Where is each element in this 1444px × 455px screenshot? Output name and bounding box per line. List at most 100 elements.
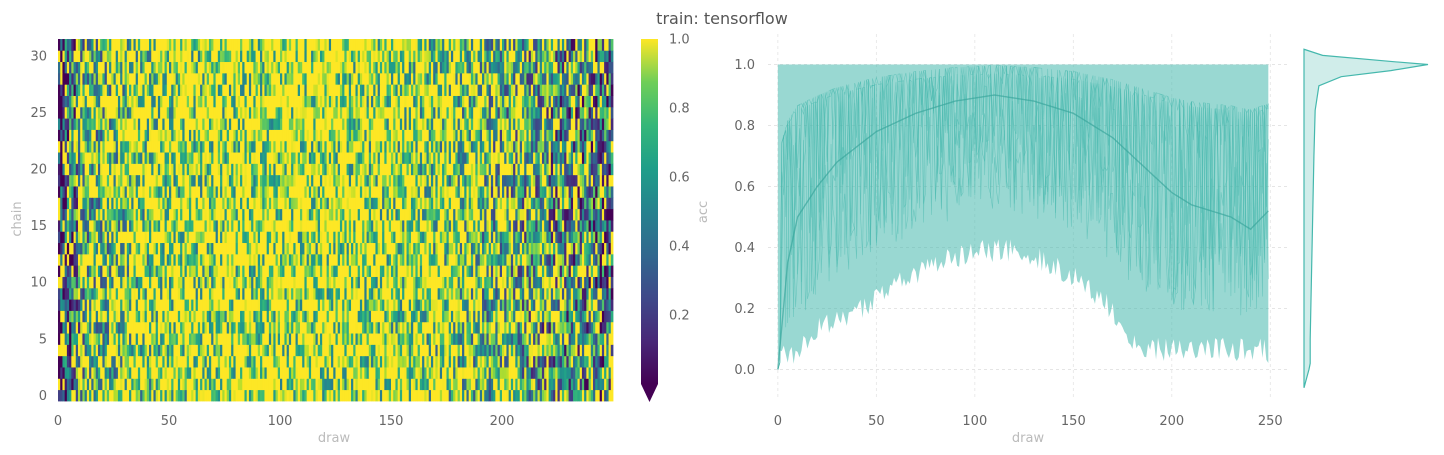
heatmap-cell: [442, 344, 445, 357]
heatmap-cell: [242, 231, 245, 244]
heatmap-cell: [317, 299, 321, 311]
heatmap-cell: [142, 299, 145, 311]
heatmap-cell: [228, 208, 232, 221]
heatmap-cell: [215, 208, 219, 221]
heatmap-cell: [495, 389, 498, 402]
heatmap-cell: [364, 231, 367, 244]
heatmap-cell: [428, 220, 432, 232]
heatmap-cell: [73, 242, 77, 255]
heatmap-cell: [235, 220, 239, 232]
heatmap-cell: [260, 197, 263, 210]
heatmap-cell: [248, 174, 252, 187]
heatmap-cell: [399, 367, 403, 379]
heatmap-cell: [115, 265, 119, 277]
heatmap-cell: [206, 367, 210, 379]
heatmap-cell: [346, 344, 350, 357]
heatmap-cell: [497, 186, 501, 198]
heatmap-cell: [351, 253, 354, 266]
heatmap-cell: [530, 321, 534, 334]
heatmap-cell: [406, 220, 410, 232]
heatmap-cell: [173, 253, 177, 266]
heatmap-cell: [444, 220, 447, 232]
heatmap-cell: [126, 242, 130, 255]
heatmap-cell: [171, 265, 174, 277]
heatmap-cell: [446, 310, 450, 323]
heatmap-cell: [539, 231, 543, 244]
heatmap-cell: [453, 265, 456, 277]
heatmap-cell: [317, 333, 321, 345]
heatmap-cell: [570, 344, 574, 357]
heatmap-cell: [566, 197, 569, 210]
heatmap-cell: [362, 242, 365, 255]
heatmap-cell: [331, 287, 334, 300]
heatmap-cell: [149, 265, 152, 277]
heatmap-cell: [111, 333, 114, 345]
heatmap-cell: [319, 242, 323, 255]
heatmap-cell: [277, 310, 281, 323]
heatmap-cell: [75, 186, 79, 198]
heatmap-cell: [573, 174, 576, 187]
heatmap-cell: [344, 299, 347, 311]
heatmap-cell: [206, 265, 210, 277]
heatmap-cell: [364, 220, 367, 232]
heatmap-cell: [260, 355, 263, 368]
heatmap-cell: [464, 242, 467, 255]
heatmap-cell: [346, 389, 350, 402]
heatmap-cell: [153, 344, 157, 357]
heatmap-cell: [115, 242, 119, 255]
heatmap-cell: [393, 321, 396, 334]
heatmap-cell: [153, 197, 157, 210]
heatmap-cell: [526, 242, 530, 255]
heatmap-cell: [293, 265, 296, 277]
heatmap-cell: [255, 333, 259, 345]
heatmap-cell: [468, 389, 472, 402]
heatmap-cell: [266, 367, 270, 379]
heatmap-cell: [364, 367, 367, 379]
heatmap-cell: [408, 186, 412, 198]
heatmap-cell: [157, 253, 161, 266]
heatmap-cell: [524, 333, 527, 345]
heatmap-cell: [473, 355, 476, 368]
heatmap-cell: [528, 186, 532, 198]
heatmap-cell: [113, 231, 117, 244]
heatmap-cell: [180, 186, 183, 198]
heatmap-cell: [601, 321, 605, 334]
heatmap-cell: [453, 287, 456, 300]
heatmap-cell: [499, 174, 503, 187]
heatmap-cell: [69, 231, 72, 244]
heatmap-cell: [455, 174, 458, 187]
heatmap-cell: [146, 186, 150, 198]
heatmap-cell: [322, 276, 325, 289]
heatmap-cell: [546, 253, 550, 266]
heatmap-cell: [417, 344, 421, 357]
heatmap-cell: [397, 299, 401, 311]
heatmap-cell: [446, 220, 450, 232]
heatmap-cell: [140, 174, 143, 187]
heatmap-cell: [164, 389, 168, 402]
heatmap-cell: [144, 265, 148, 277]
heatmap-cell: [140, 253, 143, 266]
heatmap-cell: [268, 344, 272, 357]
heatmap-cell: [75, 378, 79, 391]
heatmap-cell: [120, 197, 123, 210]
heatmap-cell: [606, 321, 609, 334]
heatmap-cell: [388, 321, 392, 334]
heatmap-cell: [444, 321, 447, 334]
heatmap-cell: [277, 378, 281, 391]
heatmap-cell: [371, 231, 374, 244]
heatmap-cell: [595, 231, 598, 244]
heatmap-cell: [206, 231, 210, 244]
heatmap-cell: [102, 265, 106, 277]
heatmap-cell: [382, 299, 385, 311]
heatmap-cell: [169, 186, 172, 198]
heatmap-cell: [482, 242, 485, 255]
heatmap-cell: [333, 276, 336, 289]
heatmap-cell: [581, 333, 585, 345]
heatmap-cell: [424, 253, 427, 266]
heatmap-cell: [402, 265, 405, 277]
heatmap-cell: [608, 310, 612, 323]
heatmap-cell: [73, 321, 77, 334]
heatmap-cell: [517, 197, 521, 210]
heatmap-cell: [548, 367, 552, 379]
heatmap-cell: [424, 174, 427, 187]
